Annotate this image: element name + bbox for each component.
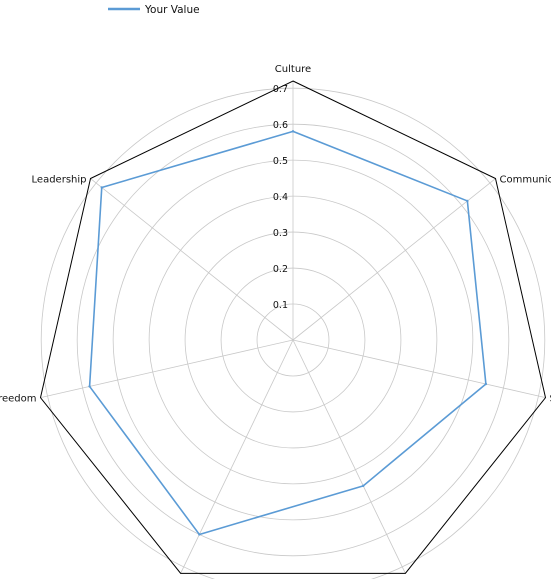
axis-label-culture: Culture — [275, 64, 311, 75]
axis-label-leadership: Leadership — [32, 175, 87, 186]
series-point-culture — [291, 130, 295, 133]
spoke-2 — [292, 339, 546, 399]
series-line-0 — [88, 130, 487, 536]
axis-labels: CultureCommunicationSpaProzessStructureF… — [0, 64, 551, 405]
series-point-prozess — [362, 484, 365, 488]
tick-label-7: 0.7 — [273, 84, 288, 95]
spoke-6 — [90, 178, 294, 341]
spoke-1 — [292, 178, 496, 341]
spoke-3 — [292, 339, 406, 574]
series-point-structure — [198, 533, 201, 536]
spoke-5 — [40, 339, 294, 399]
tick-label-5: 0.5 — [273, 156, 288, 167]
axis-label-communication: Communication — [499, 175, 551, 186]
legend-label-your-value: Your Value — [144, 4, 200, 16]
tick-label-4: 0.4 — [273, 192, 288, 203]
series-point-spa — [484, 382, 488, 386]
series-point-communication — [466, 199, 469, 203]
radar-frame — [39, 80, 547, 574]
axis-label-spa: Spa — [550, 394, 551, 405]
legend: Your Value — [108, 4, 200, 16]
tick-label-3: 0.3 — [273, 228, 288, 239]
series-point-leadership — [100, 186, 103, 189]
tick-label-6: 0.6 — [273, 120, 288, 131]
spoke-4 — [180, 339, 294, 574]
tick-label-1: 0.1 — [273, 300, 288, 311]
series-point-freedom — [88, 385, 91, 388]
series-layer — [88, 130, 488, 536]
axis-label-freedom: Freedom — [0, 394, 36, 405]
radial-tick-labels: 0.1 0.2 0.3 0.4 0.5 0.6 0.7 — [273, 84, 288, 311]
radar-spokes — [40, 81, 546, 574]
tick-label-2: 0.2 — [273, 264, 288, 275]
